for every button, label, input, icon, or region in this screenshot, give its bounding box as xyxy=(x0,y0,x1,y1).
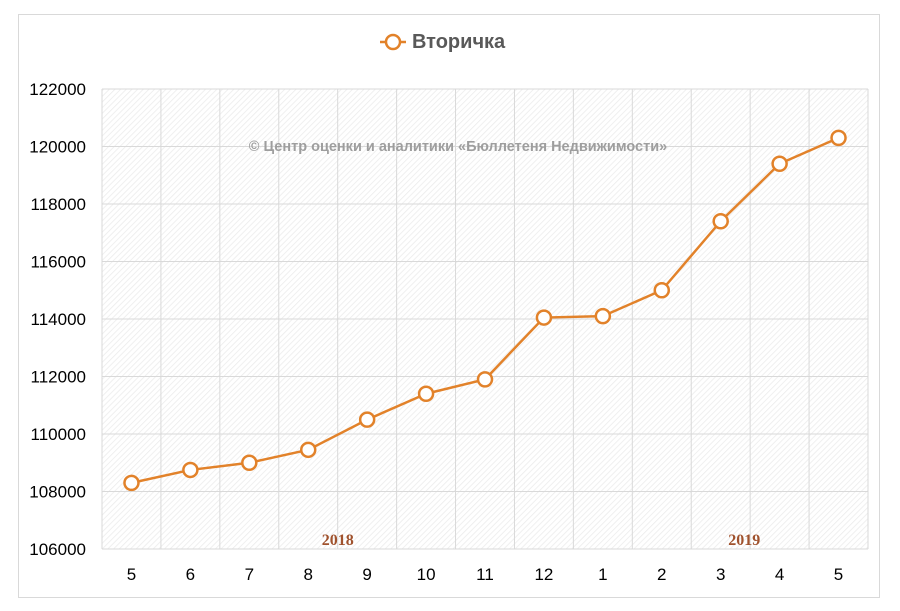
x-tick-label: 5 xyxy=(834,565,843,584)
data-point xyxy=(476,371,494,388)
y-tick-label: 118000 xyxy=(31,195,86,214)
y-tick-label: 106000 xyxy=(29,540,86,559)
data-point xyxy=(123,474,140,492)
x-tick-label: 2 xyxy=(657,565,666,584)
data-point xyxy=(535,309,553,326)
legend: Вторичка xyxy=(380,26,505,58)
x-tick-label: 11 xyxy=(476,565,494,584)
x-tick-label: 3 xyxy=(716,565,725,584)
x-tick-label: 9 xyxy=(362,565,371,584)
data-point xyxy=(417,385,435,402)
x-tick-label: 1 xyxy=(598,565,607,584)
year-label: 2019 xyxy=(728,532,760,549)
x-tick-label: 12 xyxy=(534,565,553,584)
watermark-text: © Центр оценки и аналитики «Бюллетеня Не… xyxy=(249,139,667,155)
y-tick-label: 120000 xyxy=(29,138,86,157)
x-tick-label: 10 xyxy=(417,565,436,584)
legend-marker-icon xyxy=(380,33,406,51)
data-point xyxy=(653,282,671,299)
data-point xyxy=(830,129,847,147)
y-tick-label: 110000 xyxy=(31,425,86,444)
y-tick-label: 122000 xyxy=(29,80,86,99)
y-tick-label: 116000 xyxy=(31,253,86,272)
data-point xyxy=(594,307,612,325)
x-tick-label: 5 xyxy=(127,565,136,584)
data-point xyxy=(771,155,788,172)
data-point xyxy=(241,454,258,471)
y-tick-label: 114000 xyxy=(31,310,86,329)
y-tick-label: 108000 xyxy=(29,483,86,502)
year-label: 2018 xyxy=(322,532,354,549)
data-point xyxy=(182,461,199,479)
data-point xyxy=(358,411,376,428)
data-point xyxy=(299,441,317,459)
y-tick-label: 112000 xyxy=(31,368,86,387)
data-point xyxy=(712,213,729,230)
x-tick-label: 4 xyxy=(775,565,784,584)
x-tick-label: 8 xyxy=(303,565,312,584)
legend-label: Вторичка xyxy=(412,30,506,53)
x-tick-label: 6 xyxy=(186,565,195,584)
x-tick-label: 7 xyxy=(245,565,254,584)
